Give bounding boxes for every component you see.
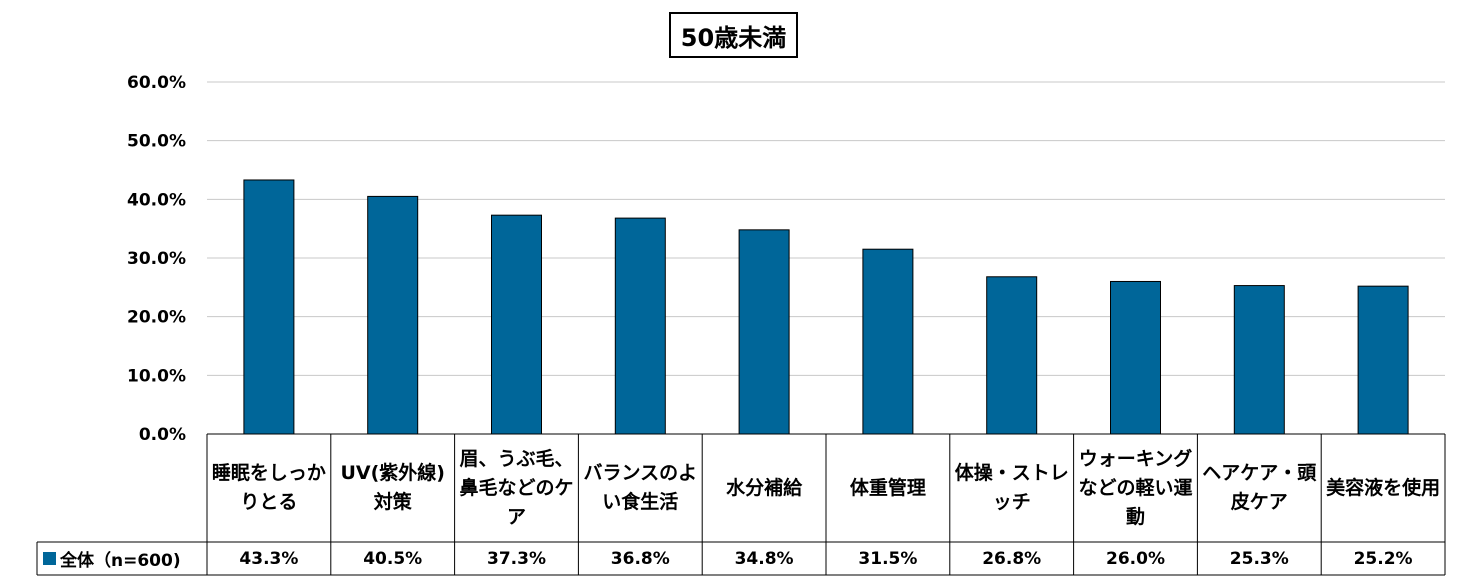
chart-title: 50歳未満	[669, 12, 798, 58]
bar	[1357, 285, 1409, 435]
x-tick-label: 体操・ストレッチ	[954, 462, 1069, 513]
bar	[738, 229, 790, 435]
bar	[1233, 285, 1285, 435]
legend-swatch	[43, 552, 56, 565]
x-tick-label: バランスのよい食生活	[583, 462, 698, 513]
data-label: 31.5%	[858, 548, 918, 569]
bar	[243, 179, 295, 435]
data-label: 43.3%	[239, 548, 299, 569]
data-label: 26.8%	[982, 548, 1042, 569]
x-tick-label: ウォーキングなどの軽い運動	[1078, 447, 1193, 528]
bar	[986, 276, 1038, 435]
data-label: 36.8%	[610, 548, 670, 569]
data-label: 26.0%	[1106, 548, 1165, 569]
x-tick-label: 水分補給	[726, 476, 803, 499]
y-tick-label: 20.0%	[127, 308, 186, 328]
bar	[1110, 280, 1161, 435]
bar	[491, 214, 542, 435]
y-axis-tick-labels: 0.0% 10.0% 20.0% 30.0% 40.0% 50.0% 60.0%	[127, 73, 186, 445]
y-tick-label: 0.0%	[139, 425, 186, 445]
x-tick-label: 睡眠をしっかりとる	[211, 462, 326, 513]
data-label: 34.8%	[734, 548, 794, 569]
y-tick-label: 30.0%	[127, 249, 186, 269]
x-tick-label: UV(紫外線)対策	[340, 462, 445, 513]
y-tick-label: 60.0%	[127, 73, 186, 93]
bar	[614, 217, 666, 435]
y-tick-label: 40.0%	[127, 190, 186, 210]
data-label: 37.3%	[487, 548, 546, 569]
data-label: 25.3%	[1229, 548, 1289, 569]
bars	[243, 179, 1409, 435]
chart-title-text: 50歳未満	[680, 23, 787, 52]
data-table-lines	[36, 433, 1446, 576]
legend: 全体（n=600)	[37, 542, 207, 575]
y-tick-label: 50.0%	[127, 132, 186, 152]
data-label: 25.2%	[1353, 548, 1413, 569]
legend-label: 全体（n=600)	[60, 551, 181, 571]
x-tick-label: 美容液を使用	[1326, 476, 1441, 499]
x-tick-label: 眉、うぶ毛、鼻毛などのケア	[459, 447, 574, 528]
x-tick-label: ヘアケア・頭皮ケア	[1202, 462, 1317, 513]
x-tick-label: 体重管理	[849, 476, 926, 499]
y-tick-label: 10.0%	[127, 366, 186, 386]
data-label: 40.5%	[363, 548, 423, 569]
bar	[862, 248, 914, 435]
bar	[367, 195, 419, 435]
